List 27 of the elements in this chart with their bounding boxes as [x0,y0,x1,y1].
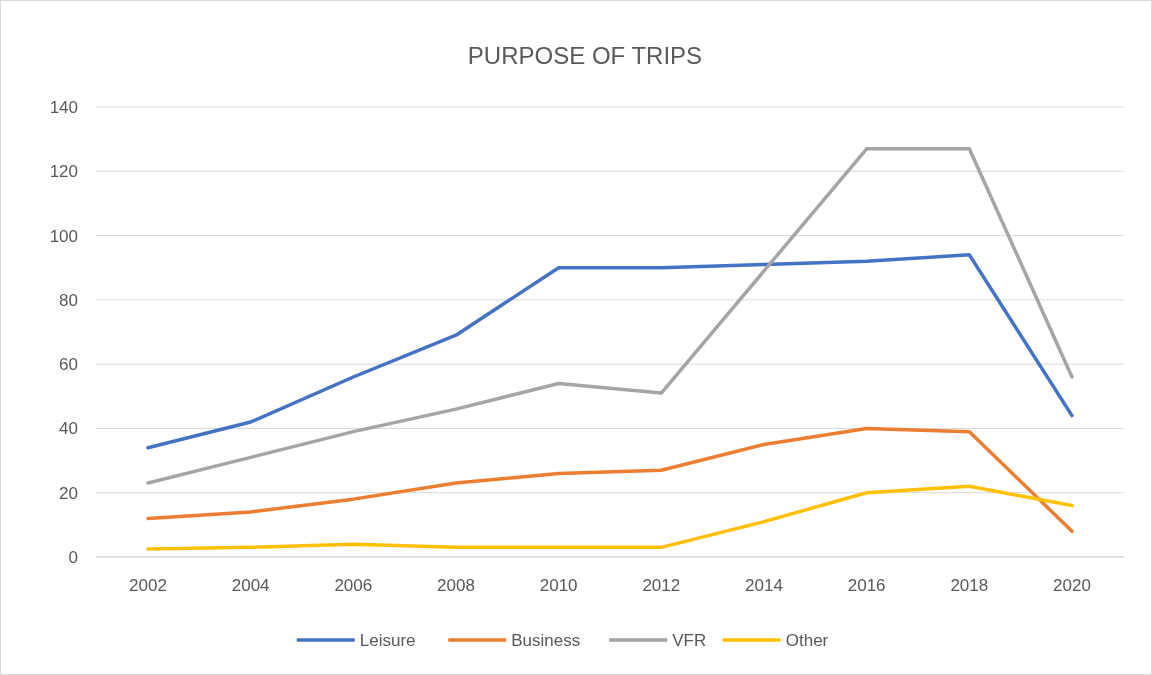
y-tick-label: 100 [49,226,78,246]
x-tick-label: 2012 [642,576,681,595]
x-tick-label: 2004 [231,576,270,595]
legend-label: Business [511,630,581,650]
legend-label: Other [785,630,829,650]
x-tick-label: 2002 [129,576,167,595]
x-tick-label: 2020 [1053,576,1091,595]
y-tick-label: 80 [59,290,78,310]
y-tick-label: 40 [59,419,78,439]
line-series [146,484,1074,551]
x-tick-label: 2014 [745,576,783,595]
y-tick-label: 120 [49,162,78,182]
line-series [146,426,1074,534]
legend-label: VFR [672,630,707,650]
x-tick-label: 2016 [847,576,886,595]
chart-title: PURPOSE OF TRIPS [467,42,703,69]
line-series [146,253,1074,450]
y-tick-label: 60 [59,355,78,375]
x-tick-label: 2010 [539,576,578,595]
legend-label: Leisure [359,630,416,650]
x-tick-label: 2008 [437,576,475,595]
y-tick-label: 0 [68,547,78,567]
x-tick-label: 2018 [950,576,989,595]
y-tick-label: 20 [59,483,78,503]
y-tick-label: 140 [49,97,78,117]
x-tick-label: 2006 [334,576,373,595]
line-series [146,147,1074,485]
